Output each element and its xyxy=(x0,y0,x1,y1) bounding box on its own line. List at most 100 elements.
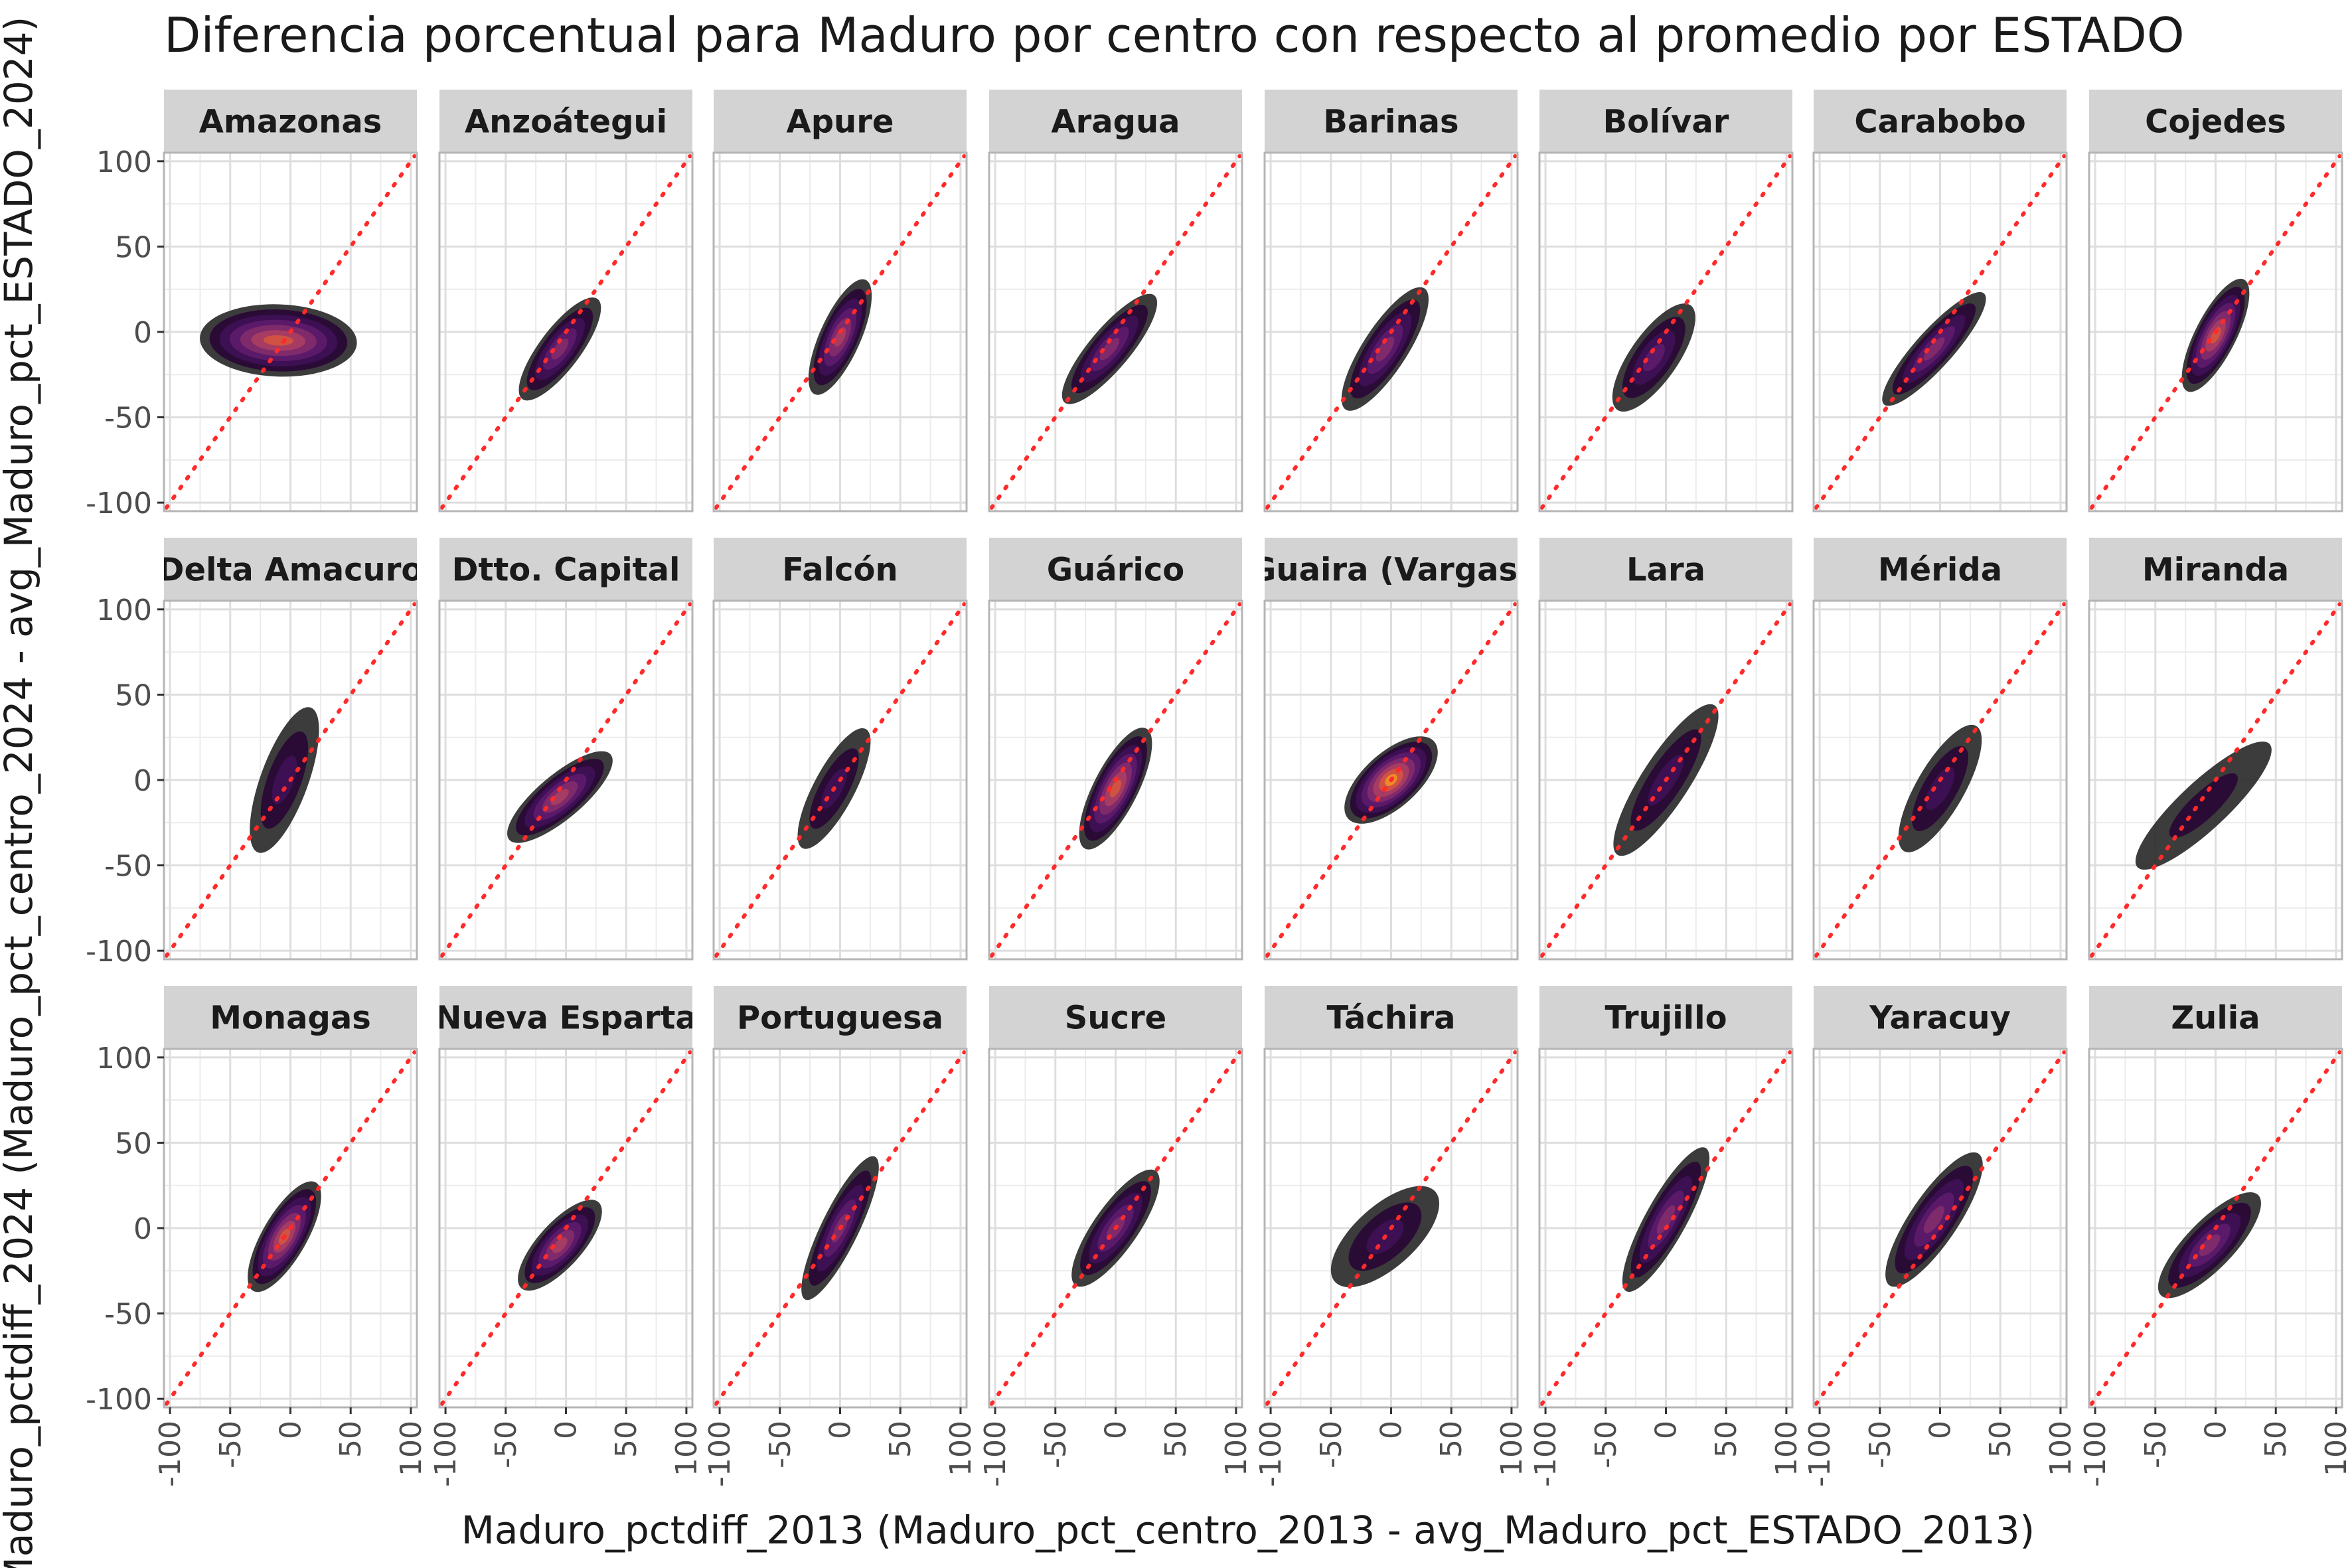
facet-strip xyxy=(989,90,1242,153)
panel-border xyxy=(988,151,1243,512)
identity-reference-line xyxy=(439,602,692,958)
identity-reference-line xyxy=(439,154,692,510)
x-tick-label: 100 xyxy=(1495,1421,1529,1476)
identity-reference-line xyxy=(164,602,417,958)
x-tick-label: 50 xyxy=(1709,1421,1743,1458)
x-tick-label: 0 xyxy=(550,1421,584,1439)
x-tick-label: 0 xyxy=(274,1421,308,1439)
facet-strip xyxy=(714,538,967,601)
y-tick-label: -50 xyxy=(104,402,152,435)
x-tick-label: 50 xyxy=(2259,1421,2293,1458)
x-tick-label: 50 xyxy=(1159,1421,1193,1458)
x-tick-label: -50 xyxy=(1039,1421,1073,1468)
y-tick-label: 100 xyxy=(96,1042,152,1075)
facet-strip-label: Zulia xyxy=(2171,1000,2260,1037)
facet-strip-label: Monagas xyxy=(210,1000,371,1037)
identity-reference-line xyxy=(714,1050,967,1406)
x-tick-label: 0 xyxy=(824,1421,858,1439)
facet-strip xyxy=(1814,90,2067,153)
facet-strip xyxy=(439,538,692,601)
facet-strip xyxy=(1814,538,2067,601)
x-tick-label: 100 xyxy=(2044,1421,2078,1476)
x-tick-label: -50 xyxy=(489,1421,523,1468)
x-tick-label: -100 xyxy=(429,1421,463,1487)
facet-strip-label: Yaracuy xyxy=(1869,1000,2011,1037)
facet-strip-label: Guaira (Vargas) xyxy=(1250,552,1532,589)
facet-t-chira: Táchira -100 -50 0 50 100 xyxy=(1254,986,1529,1487)
y-tick-label: 100 xyxy=(96,145,152,179)
facet-strip xyxy=(439,90,692,153)
identity-reference-line xyxy=(1814,1050,2067,1406)
identity-reference-line xyxy=(1265,154,1518,510)
density-contours xyxy=(1341,287,1429,411)
density-level-2 xyxy=(2169,773,2238,838)
density-level-4 xyxy=(1642,343,1665,372)
facet-strip xyxy=(1539,538,1792,601)
facet-strip xyxy=(439,986,692,1049)
panel-border xyxy=(988,599,1243,961)
x-tick-label: 100 xyxy=(2319,1421,2352,1476)
facet-strip xyxy=(989,986,1242,1049)
facet-strip xyxy=(1265,538,1518,601)
x-tick-label: -50 xyxy=(214,1421,248,1468)
density-contours xyxy=(2135,742,2272,870)
density-level-6 xyxy=(552,1237,568,1253)
density-level-5 xyxy=(1656,1205,1676,1235)
identity-reference-line xyxy=(1265,1050,1518,1406)
facet-monagas: Monagas -100 -50 0 50 100 -100 -50 0 50 100 xyxy=(86,986,428,1487)
facet-dtto-capital: Dtto. Capital xyxy=(438,538,694,961)
x-tick-label: -100 xyxy=(2078,1421,2112,1487)
density-level-5 xyxy=(1924,1206,1944,1233)
facet-strip xyxy=(2089,538,2342,601)
density-contours xyxy=(250,707,319,853)
facet-portuguesa: Portuguesa -100 -50 0 50 100 xyxy=(703,986,978,1487)
density-contours xyxy=(1079,728,1152,850)
x-tick-label: -100 xyxy=(1529,1421,1563,1487)
facet-yaracuy: Yaracuy -100 -50 0 50 100 xyxy=(1803,986,2078,1487)
x-tick-label: 100 xyxy=(1770,1421,1804,1476)
x-tick-label: 0 xyxy=(2199,1421,2233,1439)
density-contours xyxy=(1882,292,1986,406)
y-tick-label: 50 xyxy=(115,230,152,264)
facet-carabobo: Carabobo xyxy=(1812,90,2068,512)
y-tick-label: 50 xyxy=(115,678,152,712)
x-tick-label: 100 xyxy=(1219,1421,1253,1476)
facet-zulia: Zulia -100 -50 0 50 100 xyxy=(2078,986,2352,1487)
facet-amazonas: Amazonas -100 -50 0 50 100 xyxy=(86,90,418,520)
facet-strip-label: Falcón xyxy=(782,552,898,589)
facet-bol-var: Bolívar xyxy=(1538,90,1794,512)
density-level-5 xyxy=(1375,336,1395,362)
facet-strip xyxy=(714,986,967,1049)
facet-guaira-vargas-: Guaira (Vargas) xyxy=(1250,538,1532,961)
facet-strip xyxy=(1265,986,1518,1049)
density-level-3 xyxy=(272,755,297,805)
density-level-7 xyxy=(1109,779,1122,798)
facet-strip xyxy=(714,90,967,153)
identity-reference-line xyxy=(439,1050,692,1406)
x-tick-label: 100 xyxy=(394,1421,428,1476)
facet-strip-label: Nueva Esparta xyxy=(435,1000,696,1037)
y-tick-label: 0 xyxy=(133,1212,152,1246)
panel-border xyxy=(1812,599,2068,961)
x-tick-label: 0 xyxy=(1924,1421,1958,1439)
density-contours xyxy=(518,297,601,401)
facet-strip xyxy=(1265,90,1518,153)
facet-gu-rico: Guárico xyxy=(988,538,1243,961)
y-tick-label: -50 xyxy=(104,850,152,884)
facet-aragua: Aragua xyxy=(988,90,1243,512)
facet-strip xyxy=(2089,986,2342,1049)
identity-reference-line xyxy=(1539,154,1792,510)
density-contours xyxy=(1061,293,1158,404)
facet-strip xyxy=(1814,986,2067,1049)
facet-strip-label: Táchira xyxy=(1326,1000,1455,1037)
panel-border xyxy=(1538,151,1794,512)
x-tick-label: 50 xyxy=(1984,1421,2017,1458)
facet-miranda: Miranda xyxy=(2088,538,2343,961)
identity-reference-line xyxy=(2089,1050,2342,1406)
facet-strip-label: Guárico xyxy=(1047,552,1185,589)
x-tick-label: -50 xyxy=(1589,1421,1623,1468)
facet-strip-label: Portuguesa xyxy=(737,1000,943,1037)
facet-strip-label: Apure xyxy=(787,104,894,141)
